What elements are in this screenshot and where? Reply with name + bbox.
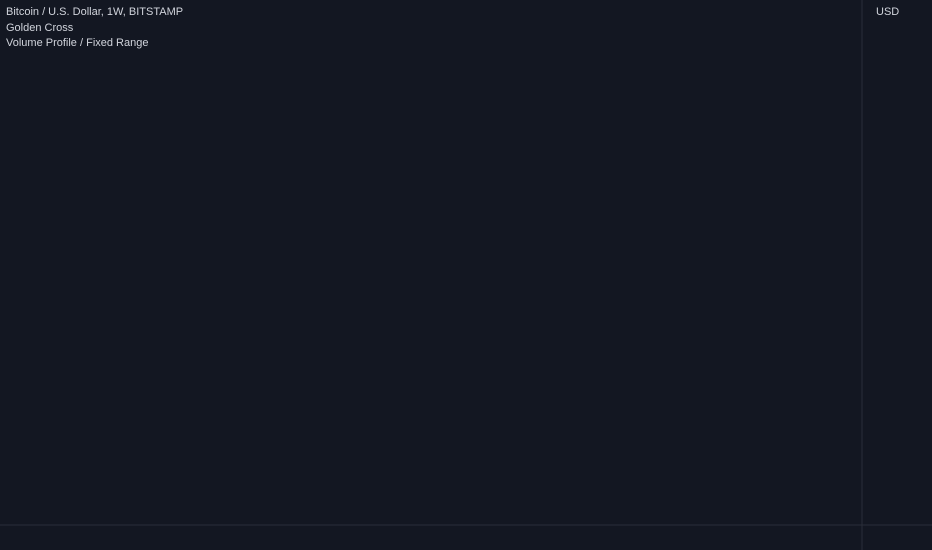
header-indicator: Golden Cross xyxy=(6,22,74,34)
header-indicator: Volume Profile / Fixed Range xyxy=(6,37,148,49)
currency-label: USD xyxy=(876,6,899,18)
header-title: Bitcoin / U.S. Dollar, 1W, BITSTAMP xyxy=(6,6,183,18)
